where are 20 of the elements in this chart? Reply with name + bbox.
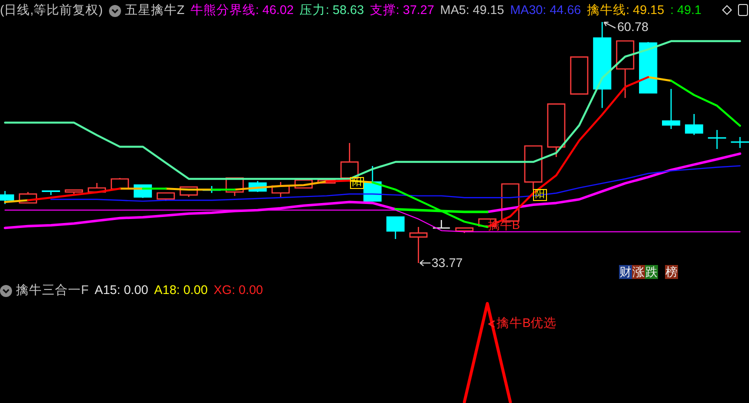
- chart-subtitle: 五星擒牛Z: [124, 3, 184, 18]
- text: 跌: [645, 265, 658, 279]
- text: 压力: 58.63: [300, 3, 364, 18]
- text: 财: [619, 265, 632, 279]
- annotation: 33.77: [431, 256, 463, 270]
- text: 支撑: 37.27: [370, 3, 434, 18]
- text: XG: 0.00: [214, 283, 264, 298]
- text: A15: 0.00: [94, 283, 148, 298]
- text: A18: 0.00: [154, 283, 208, 298]
- text: 擒牛线: 49.15: [586, 3, 664, 18]
- text: 牛熊分界线: 46.02: [190, 3, 294, 18]
- text: MA30: 44.66: [510, 3, 581, 18]
- annotation: 擒牛B优选: [496, 316, 557, 330]
- chart-title: 擒牛三合一F: [16, 283, 89, 298]
- text: : 49.1: [670, 3, 702, 18]
- text: MA5: 49.15: [440, 3, 504, 18]
- text: 榜: [665, 265, 678, 279]
- annotation: 60.78: [617, 20, 648, 34]
- text: 涨: [632, 265, 645, 279]
- chart-title: (日线,等比前复权): [0, 3, 103, 18]
